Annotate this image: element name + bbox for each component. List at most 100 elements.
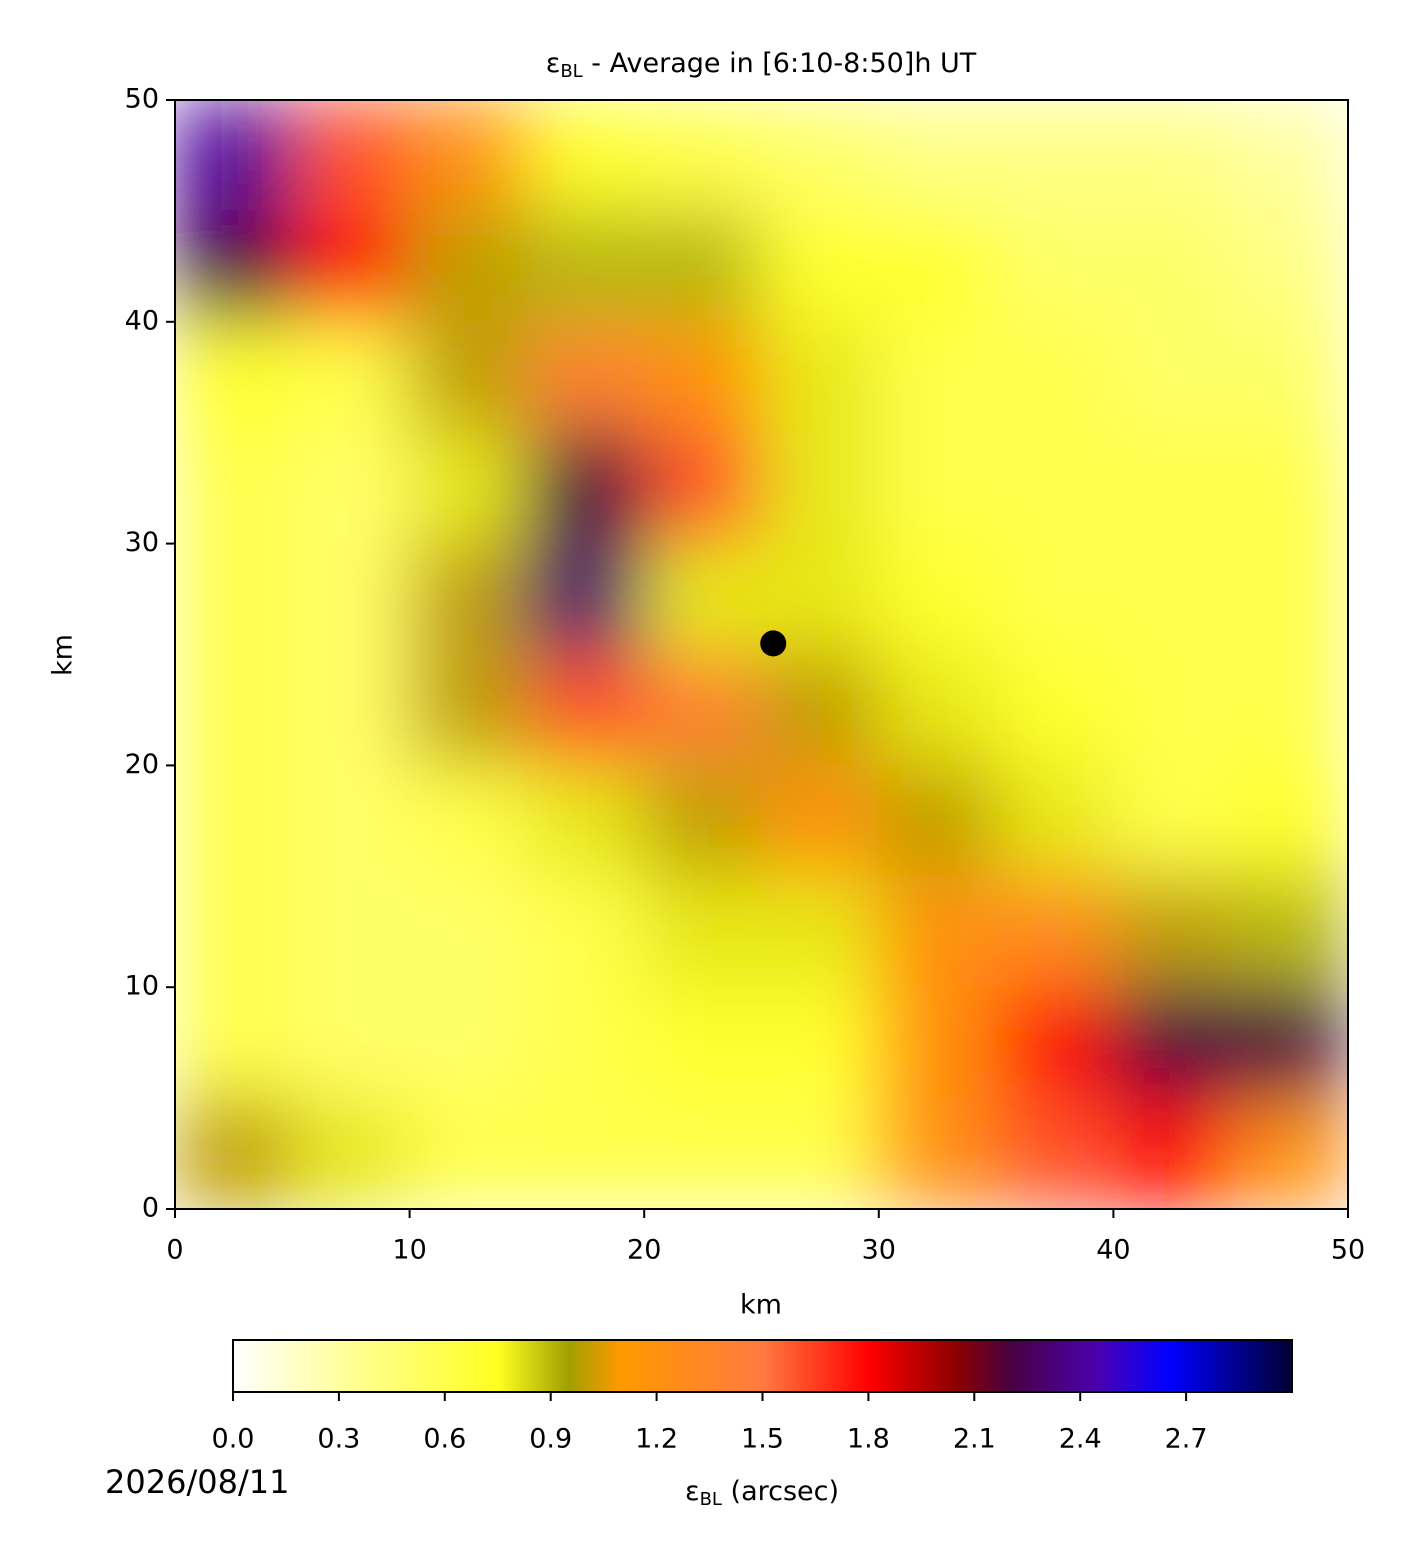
cell: [760, 875, 880, 989]
cell: [175, 431, 294, 545]
cell: [877, 1097, 998, 1209]
cell: [1112, 209, 1232, 323]
cell: [1112, 653, 1232, 767]
cell: [760, 100, 880, 212]
cell: [995, 431, 1115, 545]
cell: [995, 542, 1115, 656]
cell: [877, 764, 998, 878]
cell: [291, 431, 411, 545]
cell: [408, 431, 528, 545]
cell: [175, 209, 294, 323]
axes-frame: [174, 99, 1349, 1210]
cell: [525, 764, 646, 878]
date: 2026/08/11: [105, 1463, 289, 1501]
y-tick-label: 30: [125, 527, 159, 558]
x-axis-label: km: [740, 1290, 782, 1321]
cell: [1229, 986, 1348, 1100]
cell: [643, 100, 763, 212]
colorbar-tick-label: 1.8: [847, 1424, 890, 1455]
cell: [175, 320, 294, 434]
cell: [1112, 431, 1232, 545]
cell: [1229, 1097, 1348, 1209]
cell: [291, 320, 411, 434]
cell: [408, 653, 528, 767]
cell: [291, 875, 411, 989]
cell: [525, 431, 646, 545]
cell: [643, 542, 763, 656]
colorbar-tick-label: 0.9: [529, 1424, 572, 1455]
cell: [995, 653, 1115, 767]
cell: [760, 764, 880, 878]
cell: [408, 542, 528, 656]
x-tick-label: 30: [862, 1235, 896, 1266]
y-tick-label: 0: [142, 1193, 159, 1224]
y-tick-label: 40: [125, 305, 159, 336]
cell: [1112, 764, 1232, 878]
cell: [877, 986, 998, 1100]
cell: [760, 209, 880, 323]
colorbar-tick-label: 1.5: [741, 1424, 784, 1455]
cell: [1229, 542, 1348, 656]
cell: [1112, 542, 1232, 656]
cell: [525, 875, 646, 989]
field: [175, 100, 1348, 1209]
chart-title: εBL - Average in [6:10-8:50]h UT: [546, 48, 977, 83]
cell: [1229, 320, 1348, 434]
cell: [643, 209, 763, 323]
cell: [408, 764, 528, 878]
cell: [525, 653, 646, 767]
y-tick-label: 10: [125, 971, 159, 1002]
cell: [1112, 1097, 1232, 1209]
colorbar-tick-label: 0.3: [317, 1424, 360, 1455]
cell: [525, 100, 646, 212]
cell: [175, 1097, 294, 1209]
marker: [760, 630, 787, 657]
cell: [1112, 320, 1232, 434]
cell: [877, 431, 998, 545]
cell: [643, 1097, 763, 1209]
cell: [291, 986, 411, 1100]
cell: [877, 653, 998, 767]
cell: [877, 542, 998, 656]
cell: [525, 209, 646, 323]
cell: [643, 986, 763, 1100]
colorbar-tick-label: 2.4: [1059, 1424, 1102, 1455]
colorbar: [232, 1339, 1293, 1393]
cell: [1229, 764, 1348, 878]
y-tick-label: 20: [125, 749, 159, 780]
cell: [1229, 875, 1348, 989]
cell: [291, 100, 411, 212]
x-tick-label: 40: [1096, 1235, 1130, 1266]
cell: [408, 320, 528, 434]
cell: [877, 209, 998, 323]
cell: [175, 764, 294, 878]
x-tick-label: 10: [392, 1235, 426, 1266]
cell: [408, 100, 528, 212]
cell: [291, 542, 411, 656]
cell: [995, 1097, 1115, 1209]
cell: [1229, 653, 1348, 767]
colorbar-tick-label: 0.6: [423, 1424, 466, 1455]
cell: [760, 653, 880, 767]
colorbar-tick-label: 2.1: [953, 1424, 996, 1455]
cell: [877, 875, 998, 989]
cell: [995, 100, 1115, 212]
cell: [408, 986, 528, 1100]
cell: [525, 542, 646, 656]
cell: [291, 209, 411, 323]
cell: [760, 431, 880, 545]
cell: [995, 875, 1115, 989]
cell: [995, 320, 1115, 434]
cell: [175, 875, 294, 989]
colorbar-label: εBL (arcsec): [685, 1476, 839, 1511]
cell: [175, 100, 294, 212]
cell: [760, 986, 880, 1100]
cell: [408, 209, 528, 323]
cell: [995, 209, 1115, 323]
cell: [643, 764, 763, 878]
cell: [175, 653, 294, 767]
x-tick-label: 50: [1331, 1235, 1365, 1266]
cell: [995, 986, 1115, 1100]
cell: [760, 1097, 880, 1209]
cell: [175, 986, 294, 1100]
